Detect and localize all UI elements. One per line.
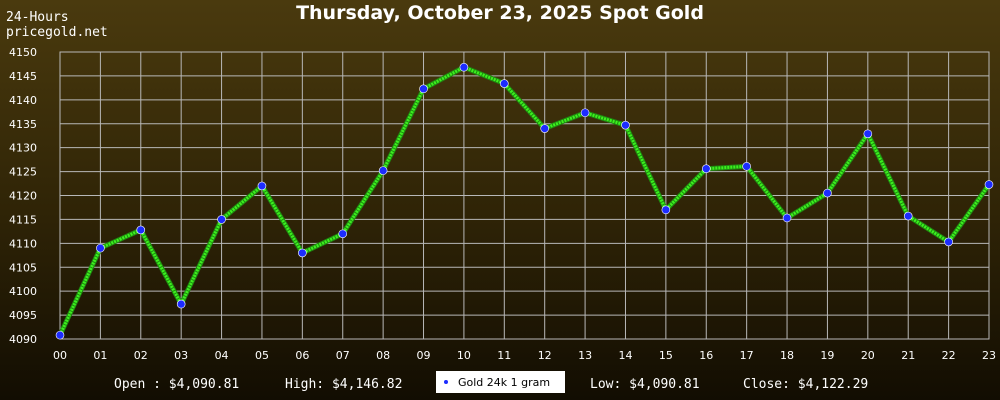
data-point	[176, 299, 186, 309]
close-stat: Close: $4,122.29	[743, 377, 869, 392]
x-tick-label: 17	[740, 349, 754, 362]
data-point	[701, 164, 711, 174]
x-tick-label: 02	[134, 349, 148, 362]
period-label: 24-Hours	[6, 10, 69, 25]
source-label: 24-Hours pricegold.net	[6, 10, 108, 40]
x-tick-label: 13	[578, 349, 592, 362]
x-tick-label: 21	[901, 349, 915, 362]
low-stat: Low: $4,090.81	[590, 377, 700, 392]
x-tick-label: 07	[336, 349, 350, 362]
data-point	[580, 108, 590, 118]
y-tick-label: 4145	[9, 70, 37, 83]
data-point	[863, 129, 873, 139]
x-tick-label: 16	[699, 349, 713, 362]
data-point	[661, 205, 671, 215]
y-tick-label: 4120	[9, 190, 37, 203]
x-tick-label: 15	[659, 349, 673, 362]
data-point	[96, 243, 105, 253]
y-tick-label: 4150	[9, 46, 37, 59]
legend-marker-icon	[444, 380, 448, 384]
data-point	[338, 229, 348, 239]
data-point	[378, 166, 388, 175]
data-point	[540, 124, 549, 133]
x-tick-label: 05	[255, 349, 269, 362]
data-point	[298, 248, 307, 258]
open-stat: Open : $4,090.81	[114, 377, 240, 392]
x-tick-label: 08	[376, 349, 390, 362]
x-tick-label: 11	[497, 349, 511, 362]
data-point	[823, 188, 832, 198]
x-tick-label: 23	[982, 349, 996, 362]
y-tick-label: 4105	[9, 261, 37, 274]
high-stat: High: $4,146.82	[285, 377, 403, 392]
y-tick-label: 4115	[9, 213, 37, 226]
x-tick-label: 04	[215, 349, 229, 362]
data-point	[621, 120, 630, 130]
y-axis-ticks: 4090 4095 4100 4105 4110 4115 4120 4125 4130 4135…	[9, 46, 37, 346]
series-line	[58, 65, 991, 336]
legend: Gold 24k 1 gram	[436, 371, 565, 393]
x-tick-label: 12	[538, 349, 552, 362]
site-label: pricegold.net	[6, 25, 108, 40]
y-tick-label: 4125	[9, 166, 37, 179]
y-tick-label: 4110	[9, 237, 37, 250]
chart-title: Thursday, October 23, 2025 Spot Gold	[296, 2, 704, 24]
y-tick-label: 4095	[9, 309, 37, 322]
x-tick-label: 06	[295, 349, 309, 362]
data-point	[984, 180, 994, 189]
data-point	[419, 84, 428, 94]
data-point	[459, 62, 469, 72]
data-point	[944, 237, 953, 247]
x-tick-label: 00	[53, 349, 67, 362]
data-point	[500, 79, 509, 88]
price-series	[55, 62, 994, 340]
x-tick-label: 22	[942, 349, 956, 362]
chart-grid	[59, 51, 990, 340]
data-point	[55, 330, 65, 340]
data-point	[782, 213, 792, 223]
legend-label: Gold 24k 1 gram	[458, 375, 551, 389]
y-tick-label: 4140	[9, 94, 37, 107]
x-axis-ticks: 00 01 02 03 04 05 06 07 08 09 10 11 12 13 14 15 16 17 18 19…	[53, 349, 996, 362]
x-tick-label: 18	[780, 349, 794, 362]
data-point	[742, 162, 751, 171]
data-point	[257, 181, 267, 191]
x-tick-label: 19	[820, 349, 834, 362]
y-tick-label: 4100	[9, 285, 37, 298]
x-tick-label: 01	[93, 349, 107, 362]
x-tick-label: 10	[457, 349, 471, 362]
y-tick-label: 4130	[9, 142, 37, 155]
data-point	[136, 225, 146, 235]
x-tick-label: 03	[174, 349, 188, 362]
y-tick-label: 4135	[9, 118, 37, 131]
data-point	[903, 211, 913, 221]
x-tick-label: 20	[861, 349, 875, 362]
data-point	[217, 215, 226, 224]
x-tick-label: 09	[417, 349, 431, 362]
y-tick-label: 4090	[9, 333, 37, 346]
x-tick-label: 14	[618, 349, 632, 362]
